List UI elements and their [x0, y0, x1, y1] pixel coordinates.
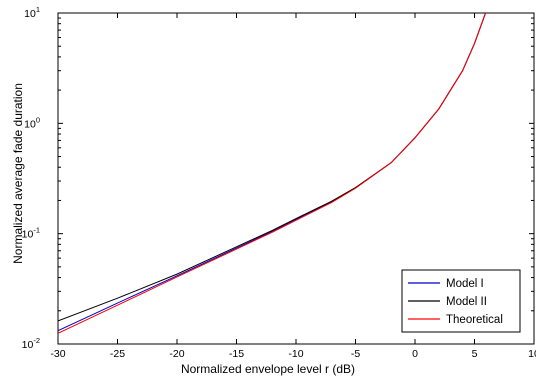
axis-ticks: -30 -25 -20 -15 -10 -5 0 5 10 10-2 10-1 100 101 [22, 5, 536, 360]
x-tick-label: -15 [229, 348, 244, 360]
x-axis-label: Normalized envelope level r (dB) [181, 362, 355, 376]
x-tick-label: -30 [50, 348, 65, 360]
x-tick-label: 10 [528, 348, 536, 360]
legend-entry-label: Model I [446, 278, 484, 290]
legend-entry-label: Model II [446, 296, 487, 308]
y-tick-label: 10-1 [22, 226, 40, 241]
legend: Model I Model II Theoretical [401, 269, 521, 333]
x-tick-label: -25 [110, 348, 125, 360]
x-tick-label: -5 [351, 348, 360, 360]
series-layer [58, 13, 487, 334]
y-tick-label: 100 [24, 115, 40, 130]
series-line-theoretical [58, 13, 487, 334]
x-tick-label: 0 [412, 348, 418, 360]
axis-labels: Normalized envelope level r (dB) Normaliz… [11, 83, 355, 376]
x-tick-label: 5 [472, 348, 478, 360]
y-axis-label: Normalized average fade duration [11, 83, 25, 264]
legend-entry-label: Theoretical [446, 314, 503, 326]
x-tick-label: -10 [288, 348, 303, 360]
y-tick-label: 101 [24, 5, 40, 20]
x-tick-label: -20 [169, 348, 184, 360]
y-tick-label: 10-2 [22, 336, 40, 351]
